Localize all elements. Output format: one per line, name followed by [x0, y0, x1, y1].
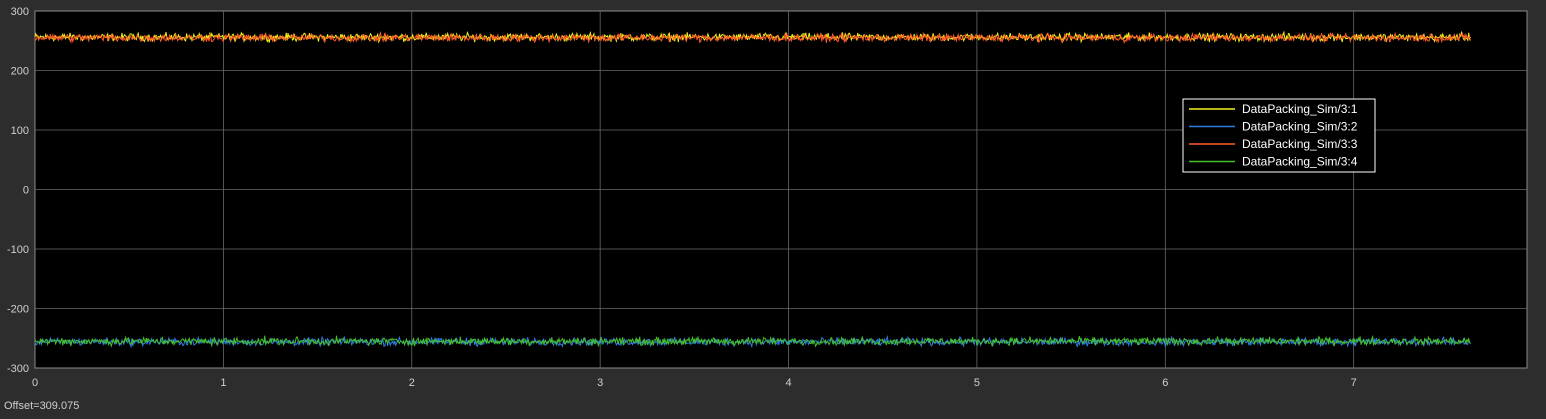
- legend-label-1: DataPacking_Sim/3:1: [1242, 102, 1358, 116]
- x-tick-label: 5: [974, 377, 980, 389]
- offset-label: Offset=309.075: [4, 400, 80, 412]
- x-tick-label: 1: [220, 377, 226, 389]
- y-tick-label: -100: [7, 244, 29, 256]
- legend-label-3: DataPacking_Sim/3:3: [1242, 137, 1358, 151]
- x-tick-label: 2: [409, 377, 415, 389]
- y-tick-label: -200: [7, 304, 29, 316]
- y-tick-label: 100: [11, 125, 29, 137]
- legend-label-4: DataPacking_Sim/3:4: [1242, 155, 1358, 169]
- series-line-1: [34, 30, 1471, 44]
- series-line-3: [34, 30, 1471, 45]
- series-layer: [34, 30, 1471, 349]
- legend[interactable]: DataPacking_Sim/3:1 DataPacking_Sim/3:2 Da…: [1182, 98, 1376, 173]
- legend-box: [1182, 98, 1376, 173]
- x-tick-label: 7: [1351, 377, 1357, 389]
- series-line-4: [34, 334, 1471, 348]
- y-tick-label: 200: [11, 66, 29, 78]
- x-tick-label: 3: [597, 377, 603, 389]
- y-tick-label: 0: [23, 185, 29, 197]
- tick-labels: 0 1 2 3 4 5 6 7 300 200 100 0 -100 -200 -300: [7, 6, 1357, 389]
- y-tick-label: -300: [7, 363, 29, 375]
- y-tick-label: 300: [11, 6, 29, 18]
- legend-label-2: DataPacking_Sim/3:2: [1242, 120, 1358, 134]
- x-tick-label: 4: [785, 377, 791, 389]
- x-tick-label: 6: [1162, 377, 1168, 389]
- x-tick-label: 0: [32, 377, 38, 389]
